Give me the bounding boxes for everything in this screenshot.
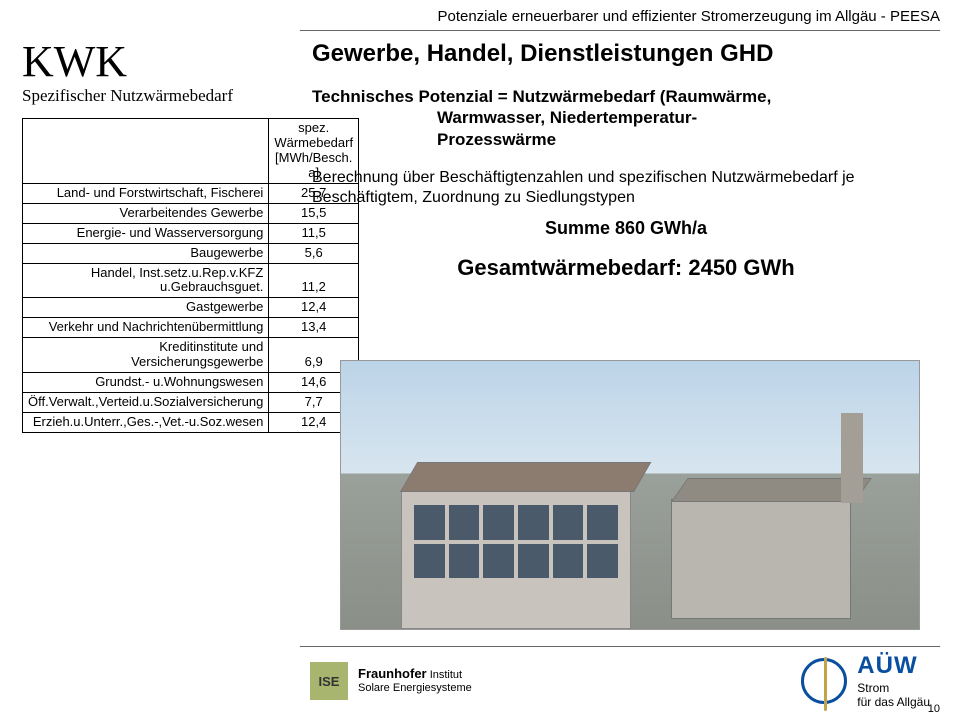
footer-logos: ISE Fraunhofer Institut Solare Energiesy… xyxy=(310,653,930,709)
page-header: Potenziale erneuerbarer und effizienter … xyxy=(437,8,940,25)
table-header-row: spez. Wärmebedarf [MWh/Besch. a] xyxy=(23,119,359,184)
table-row: Öff.Verwalt.,Verteid.u.Sozialversicherun… xyxy=(23,393,359,413)
photo-windows xyxy=(414,505,618,578)
table-row: Kreditinstitute und Versicherungsgewerbe… xyxy=(23,338,359,373)
divider-top xyxy=(300,30,940,31)
kwk-heading-block: KWK Spezifischer Nutzwärmebedarf xyxy=(22,40,292,106)
table-cell-label: Gastgewerbe xyxy=(23,298,269,318)
divider-bottom xyxy=(300,646,940,647)
table-row: Energie- und Wasserversorgung11,5 xyxy=(23,223,359,243)
kwk-subtitle: Spezifischer Nutzwärmebedarf xyxy=(22,86,292,106)
table-cell-label: Verarbeitendes Gewerbe xyxy=(23,203,269,223)
table-cell-value: 12,4 xyxy=(269,298,359,318)
ise-icon: ISE xyxy=(310,662,348,700)
table-cell-label: Land- und Forstwirtschaft, Fischerei xyxy=(23,183,269,203)
technical-potential-block: Technisches Potenzial = Nutzwärmebedarf … xyxy=(312,86,940,150)
auw-line2: für das Allgäu xyxy=(857,695,930,709)
auw-line1: Strom xyxy=(857,681,889,695)
table-row: Handel, Inst.setz.u.Rep.v.KFZ u.Gebrauch… xyxy=(23,263,359,298)
table-row: Land- und Forstwirtschaft, Fischerei25,7 xyxy=(23,183,359,203)
auw-icon xyxy=(801,658,847,704)
table-row: Erzieh.u.Unterr.,Ges.-,Vet.-u.Soz.wesen1… xyxy=(23,413,359,433)
tech-line-1: Technisches Potenzial = Nutzwärmebedarf … xyxy=(312,87,771,106)
table-cell-label: Baugewerbe xyxy=(23,243,269,263)
auw-text: AÜW Strom für das Allgäu xyxy=(857,652,930,710)
photo-building xyxy=(401,489,631,629)
table-cell-label: Erzieh.u.Unterr.,Ges.-,Vet.-u.Soz.wesen xyxy=(23,413,269,433)
total-line: Gesamtwärmebedarf: 2450 GWh xyxy=(312,255,940,281)
photo-container-unit xyxy=(671,499,851,619)
table-row: Verkehr und Nachrichtenübermittlung13,4 xyxy=(23,318,359,338)
ise-line2: Institut xyxy=(430,669,462,681)
photo-chimney xyxy=(841,413,863,503)
table-cell-label: Öff.Verwalt.,Verteid.u.Sozialversicherun… xyxy=(23,393,269,413)
table-row: Grundst.- u.Wohnungswesen14,6 xyxy=(23,373,359,393)
table-header-empty xyxy=(23,119,269,184)
kwk-title: KWK xyxy=(22,40,292,84)
table-cell-label: Kreditinstitute und Versicherungsgewerbe xyxy=(23,338,269,373)
facility-photo xyxy=(340,360,920,630)
waermebedarf-table: spez. Wärmebedarf [MWh/Besch. a] Land- u… xyxy=(22,118,359,433)
table-row: Baugewerbe5,6 xyxy=(23,243,359,263)
table-row: Gastgewerbe12,4 xyxy=(23,298,359,318)
ise-line3: Solare Energiesysteme xyxy=(358,682,472,694)
section-title: Gewerbe, Handel, Dienstleistungen GHD xyxy=(312,40,940,68)
logo-auw: AÜW Strom für das Allgäu xyxy=(801,652,930,710)
auw-big: AÜW xyxy=(857,652,917,679)
table-cell-label: Handel, Inst.setz.u.Rep.v.KFZ u.Gebrauch… xyxy=(23,263,269,298)
table-cell-value: 13,4 xyxy=(269,318,359,338)
calculation-text: Berechnung über Beschäftigtenzahlen und … xyxy=(312,168,940,208)
ise-line1: Fraunhofer xyxy=(358,666,427,681)
logo-fraunhofer-ise: ISE Fraunhofer Institut Solare Energiesy… xyxy=(310,662,472,700)
tech-line-2: Warmwasser, Niedertemperatur- xyxy=(437,107,940,128)
data-table-wrapper: spez. Wärmebedarf [MWh/Besch. a] Land- u… xyxy=(22,118,294,433)
sum-line: Summe 860 GWh/a xyxy=(312,218,940,239)
ise-text: Fraunhofer Institut Solare Energiesystem… xyxy=(358,667,472,695)
tech-line-3: Prozesswärme xyxy=(437,129,940,150)
content-right: Gewerbe, Handel, Dienstleistungen GHD Te… xyxy=(312,40,940,295)
table-cell-label: Grundst.- u.Wohnungswesen xyxy=(23,373,269,393)
table-cell-label: Energie- und Wasserversorgung xyxy=(23,223,269,243)
table-cell-label: Verkehr und Nachrichtenübermittlung xyxy=(23,318,269,338)
table-row: Verarbeitendes Gewerbe15,5 xyxy=(23,203,359,223)
page-number: 10 xyxy=(928,703,940,715)
